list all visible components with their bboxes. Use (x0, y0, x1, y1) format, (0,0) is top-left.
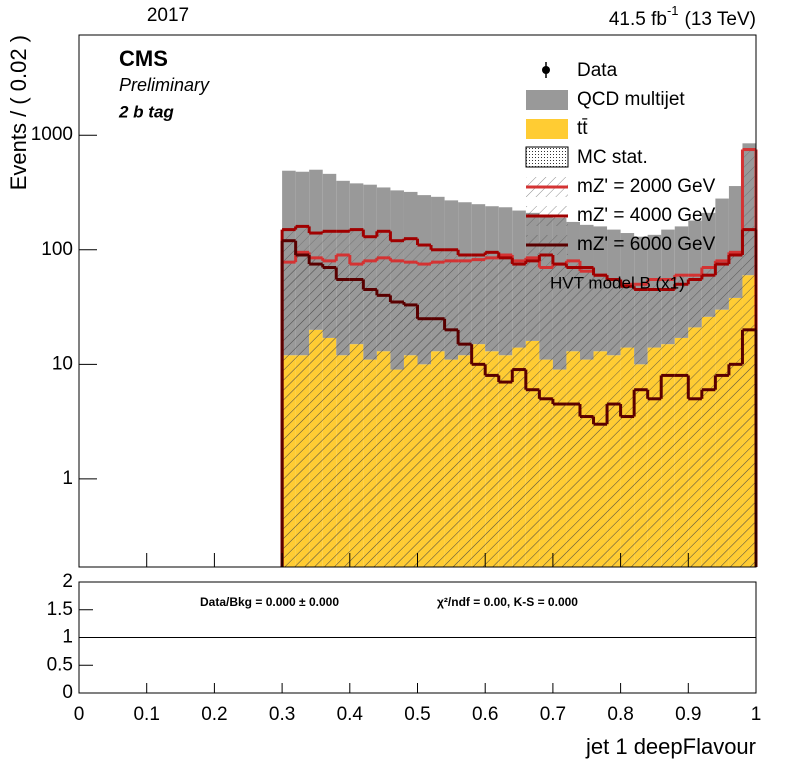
signal-hatch (674, 375, 689, 567)
x-tick-label: 0.4 (337, 704, 364, 725)
x-tick-label: 0.2 (201, 704, 227, 725)
x-tick-label: 0.7 (540, 704, 566, 725)
y-axis-title: Events / ( 0.02 ) (6, 35, 31, 190)
ratio-y-tick-label: 0.5 (47, 654, 73, 675)
signal-hatch (593, 424, 608, 567)
signal-hatch (295, 255, 310, 567)
legend-label: QCD multijet (577, 89, 685, 110)
x-axis-title: jet 1 deepFlavour (585, 734, 756, 759)
x-tick-label: 0.9 (675, 704, 701, 725)
signal-hatch (485, 375, 499, 567)
signal-hatch (376, 295, 391, 567)
selection: 2 b tag (118, 102, 174, 121)
signal-hatch (363, 289, 377, 567)
signal-hatch (282, 240, 296, 567)
signal-hatch (647, 398, 662, 567)
ratio-y-tick-label: 2 (62, 571, 73, 592)
legend-swatch (526, 90, 568, 110)
signal-hatch (701, 389, 716, 567)
legend-mc-stat: MC stat. (577, 147, 648, 168)
signal-hatch (525, 389, 540, 567)
x-tick-label: 1 (751, 704, 762, 725)
signal-hatch (471, 364, 486, 567)
x-tick-label: 0.8 (607, 704, 633, 725)
signal-hatch (728, 364, 743, 567)
legend-data: Data (577, 60, 618, 81)
ratio-y-tick-label: 1 (62, 627, 73, 648)
lumi-exponent: -1 (667, 3, 679, 18)
signal-hatch (417, 318, 432, 567)
model-label: HVT model B (x1) (550, 273, 685, 292)
legend-label: tt̄ (577, 118, 588, 139)
status: Preliminary (119, 75, 210, 95)
signal-hatch (322, 267, 337, 567)
y-tick-label: 10 (52, 353, 73, 374)
signal-hatch (458, 344, 472, 567)
ratio-summary: Data/Bkg = 0.000 ± 0.000 (200, 595, 339, 609)
legend-swatch (526, 119, 568, 139)
legend-label: mZ' = 2000 GeV (577, 176, 716, 197)
x-tick-label: 0.6 (472, 704, 498, 725)
y-tick-label: 1000 (31, 124, 73, 145)
ratio-fit: χ²/ndf = 0.00, K-S = 0.000 (437, 595, 578, 609)
signal-hatch (403, 304, 418, 567)
signal-hatch (336, 279, 350, 567)
ratio-y-tick-label: 0 (62, 682, 73, 703)
energy: (13 TeV) (685, 9, 756, 30)
experiment: CMS (119, 46, 168, 71)
year: 2017 (147, 5, 189, 26)
signal-hatch (607, 404, 621, 567)
y-tick-label: 1 (62, 468, 73, 489)
signal-hatch (539, 398, 553, 567)
signal-hatch (742, 329, 756, 567)
signal-hatch (566, 404, 580, 567)
lumi: 41.5 fb-1 (13 TeV) (609, 3, 756, 30)
signal-hatch (688, 398, 702, 567)
ratio-y-tick-label: 1.5 (47, 599, 73, 620)
x-tick-label: 0.1 (133, 704, 159, 725)
signal-hatch (620, 416, 635, 567)
signal-hatch (512, 369, 526, 567)
lumi-value: 41.5 fb (609, 9, 667, 30)
signal-hatch (444, 329, 459, 567)
signal-hatch (349, 279, 364, 567)
x-tick-label: 0 (74, 704, 85, 725)
signal-hatch (552, 404, 567, 567)
signal-hatch (579, 416, 594, 567)
signal-hatch (498, 382, 513, 567)
signal-hatch (309, 264, 323, 567)
signal-hatch (661, 375, 675, 567)
signal-hatch (431, 318, 445, 567)
signal-hatch (634, 389, 648, 567)
signal-hatch (715, 375, 729, 567)
legend-mc-stat-swatch (525, 146, 569, 168)
signal-hatch (390, 301, 404, 567)
y-tick-label: 100 (41, 239, 73, 260)
x-tick-label: 0.5 (404, 704, 430, 725)
x-tick-label: 0.3 (269, 704, 295, 725)
legend-label: mZ' = 6000 GeV (577, 234, 716, 255)
legend-label: mZ' = 4000 GeV (577, 205, 716, 226)
